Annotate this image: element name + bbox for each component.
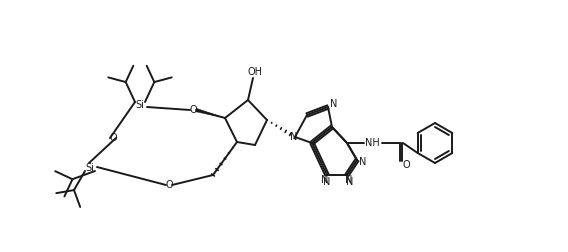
Text: Si: Si <box>86 163 94 173</box>
Text: N: N <box>323 177 331 187</box>
Text: O: O <box>165 180 173 190</box>
Polygon shape <box>195 108 225 118</box>
Text: N: N <box>345 175 353 185</box>
Text: N: N <box>346 177 354 187</box>
Text: O: O <box>109 133 117 143</box>
Text: OH: OH <box>248 67 262 77</box>
Text: NH: NH <box>365 138 379 148</box>
Text: O: O <box>402 160 410 170</box>
Text: N: N <box>331 99 338 109</box>
Text: N: N <box>360 157 367 167</box>
Text: O: O <box>189 105 197 115</box>
Text: N: N <box>290 132 298 142</box>
Text: Si: Si <box>136 100 144 110</box>
Text: N: N <box>321 175 329 185</box>
